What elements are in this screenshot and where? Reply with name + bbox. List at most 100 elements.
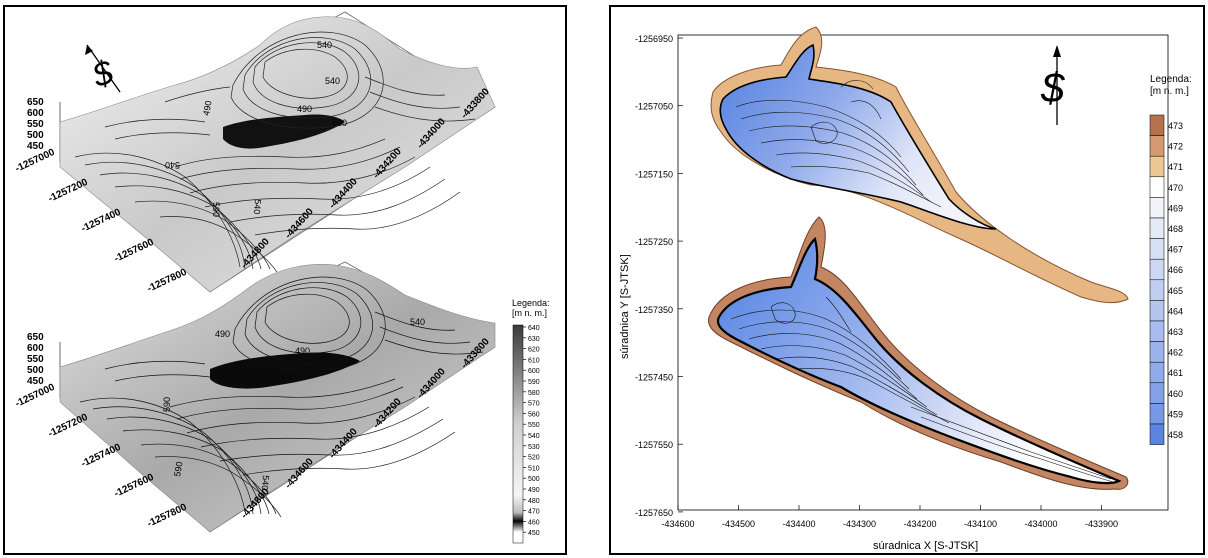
y-tick-label: -1257450 — [635, 373, 673, 383]
contour-label: 490 — [295, 346, 310, 356]
legend-color-swatch — [1149, 217, 1165, 239]
y-tick-label: -1257650 — [635, 508, 673, 518]
legend-level-label: 580 — [528, 390, 540, 397]
y-tick-label: -1257800 — [146, 502, 189, 530]
legend-level-label: 469 — [1168, 203, 1183, 213]
bathymetry-map-panel: $ Legenda: [m n. m.] 473 472 471 470 469 468 4… — [609, 5, 1205, 555]
y-tick-label: -1257400 — [80, 207, 123, 235]
legend-color-swatch — [1149, 300, 1165, 322]
legend-color-swatch — [1149, 114, 1165, 136]
x-tick-label: -434400 — [782, 519, 815, 529]
y-tick-label: -1257200 — [47, 412, 90, 440]
legend-level-label: 466 — [1168, 265, 1183, 275]
upper-reservoir — [710, 26, 1129, 304]
legend-level-label: 550 — [528, 422, 540, 429]
legend-level-label: 620 — [528, 347, 540, 354]
contour-label: 590 — [332, 118, 347, 128]
upper-reservoir-water — [719, 43, 997, 230]
y-tick-label: -1257400 — [80, 442, 123, 470]
terrain-bottom-contours — [79, 276, 484, 518]
terrain-3d-figure: $ Legenda: [m n. m.] 640 630 620 610 600 590 5… — [14, 11, 550, 544]
legend-color-swatch — [1149, 403, 1165, 425]
contour-label: 540 — [260, 475, 271, 491]
legend-level-label: 640 — [528, 325, 540, 332]
legend-level-label: 470 — [528, 509, 540, 516]
legend-level-label: 473 — [1168, 121, 1183, 131]
north-arrow — [1053, 45, 1061, 125]
legend-level-label: 520 — [528, 455, 540, 462]
legend-level-label: 530 — [528, 444, 540, 451]
legend-color-swatch — [1149, 176, 1165, 198]
contour-label: 490 — [201, 100, 213, 117]
legend-level-label: 510 — [528, 465, 540, 472]
color-legend: Legenda: [m n. m.] 473 472 471 470 469 468 467… — [1149, 74, 1192, 445]
legend-level-label: 540 — [528, 433, 540, 440]
y-tick-label: -1257600 — [113, 472, 156, 500]
legend-level-label: 490 — [528, 487, 540, 494]
north-arrow — [85, 44, 121, 93]
bathymetry-figure: $ Legenda: [m n. m.] 473 472 471 470 469 468 4… — [619, 26, 1192, 552]
terrain-top-block — [59, 11, 496, 293]
legend-unit: [m n. m.] — [1150, 86, 1189, 97]
legend-level-label: 472 — [1168, 142, 1183, 152]
lower-reservoir-water — [716, 236, 1122, 485]
terrain-top-surface — [59, 16, 496, 293]
legend-level-label: 461 — [1168, 368, 1183, 378]
x-tick-label: -434200 — [903, 519, 936, 529]
legend-level-label: 450 — [528, 530, 540, 537]
grayscale-legend: Legenda: [m n. m.] 640 630 620 610 600 590 580… — [512, 298, 550, 544]
terrain-bottom-block — [59, 261, 496, 533]
y-tick-label: -1257800 — [146, 267, 189, 295]
y-tick-label: -1256950 — [635, 34, 673, 44]
y-tick-label: -1257600 — [113, 237, 156, 265]
z-tick-label: 550 — [27, 119, 44, 130]
north-symbol: $ — [87, 53, 120, 96]
legend-color-swatch — [1149, 258, 1165, 281]
contour-label: 490 — [215, 329, 230, 339]
legend-level-label: 600 — [528, 368, 540, 375]
legend-level-label: 560 — [528, 411, 540, 418]
z-tick-label: 450 — [27, 376, 44, 387]
z-tick-label: 500 — [27, 365, 44, 376]
x-tick-label: -434500 — [722, 519, 755, 529]
legend-level-label: 460 — [528, 519, 540, 526]
legend-level-label: 458 — [1168, 430, 1183, 440]
contour-label: 540 — [325, 76, 340, 86]
legend-level-label: 464 — [1168, 306, 1183, 316]
y-tick-label: -1257200 — [47, 177, 90, 205]
y-tick-label: -1257150 — [635, 169, 673, 179]
z-tick-label: 500 — [27, 130, 44, 141]
x-tick-label: -434000 — [1024, 519, 1057, 529]
legend-level-label: 462 — [1168, 348, 1183, 358]
legend-title: Legenda: — [1150, 74, 1192, 85]
legend-level-label: 590 — [528, 379, 540, 386]
legend-level-label: 467 — [1168, 245, 1183, 255]
legend-level-label: 465 — [1168, 286, 1183, 296]
terrain-top-contours — [74, 31, 476, 273]
z-tick-label: 550 — [27, 354, 44, 365]
z-tick-label: 450 — [27, 141, 44, 152]
legend-color-swatch — [1149, 135, 1165, 157]
legend-color-swatch — [1149, 238, 1165, 260]
y-axis-label: súradnica Y [S-JTSK] — [619, 254, 631, 359]
terrain-3d-panel: $ Legenda: [m n. m.] 640 630 620 610 600 590 5… — [3, 5, 567, 555]
legend-level-label: 468 — [1168, 224, 1183, 234]
legend-level-label: 480 — [528, 498, 540, 505]
terrain-bottom-reservoir — [210, 352, 360, 389]
y-tick-label: -1257350 — [635, 305, 673, 315]
lower-reservoir — [707, 216, 1129, 490]
y-tick-label: -1257250 — [635, 237, 673, 247]
z-tick-label: 650 — [27, 97, 44, 108]
contour-label: 540 — [317, 40, 332, 50]
legend-level-label: 470 — [1168, 183, 1183, 193]
legend-color-swatch — [1149, 423, 1165, 445]
north-symbol: $ — [1040, 64, 1065, 111]
contour-label: 490 — [297, 104, 312, 114]
z-tick-label: 650 — [27, 332, 44, 343]
terrain-top-reservoir — [223, 114, 345, 149]
contour-label: 540 — [410, 317, 425, 327]
x-tick-label: -433900 — [1085, 519, 1118, 529]
legend-level-label: 610 — [528, 357, 540, 364]
y-tick-label: -1257050 — [635, 102, 673, 112]
z-tick-label: 600 — [27, 108, 44, 119]
